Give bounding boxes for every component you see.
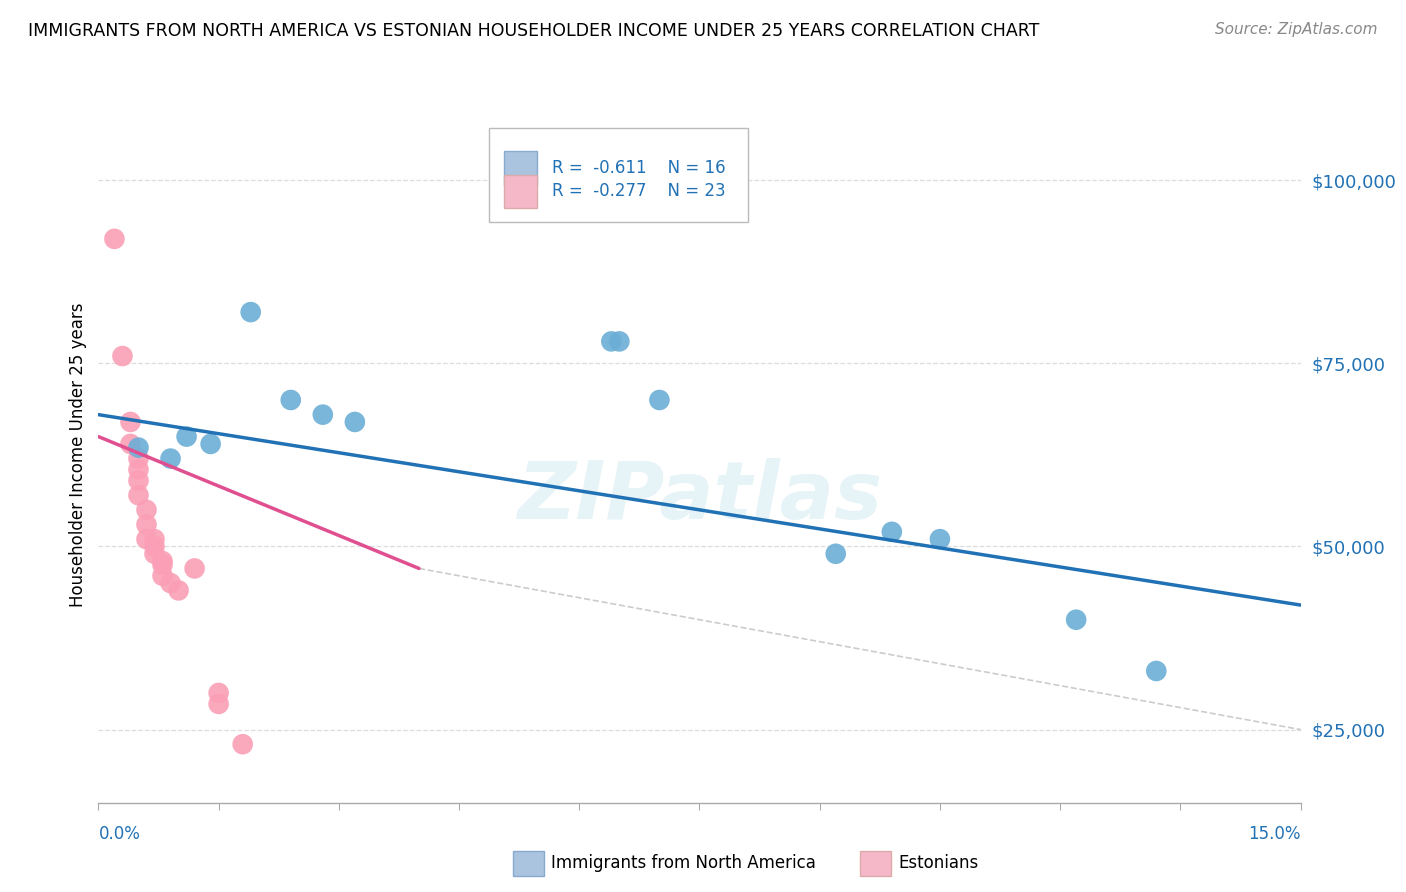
FancyBboxPatch shape	[503, 175, 537, 208]
Text: ZIPatlas: ZIPatlas	[517, 458, 882, 536]
Point	[609, 334, 631, 349]
Point	[176, 429, 198, 443]
Point	[208, 686, 231, 700]
Point	[128, 474, 150, 488]
Point	[152, 554, 174, 568]
Text: 15.0%: 15.0%	[1249, 825, 1301, 843]
Point	[111, 349, 134, 363]
Point	[152, 568, 174, 582]
Point	[1064, 613, 1087, 627]
Point	[232, 737, 254, 751]
Text: 0.0%: 0.0%	[98, 825, 141, 843]
Text: Source: ZipAtlas.com: Source: ZipAtlas.com	[1215, 22, 1378, 37]
Point	[120, 415, 142, 429]
Point	[143, 540, 166, 554]
Point	[135, 503, 157, 517]
Text: Immigrants from North America: Immigrants from North America	[551, 855, 815, 872]
Point	[183, 561, 205, 575]
Point	[128, 441, 150, 455]
Point	[312, 408, 335, 422]
Point	[824, 547, 846, 561]
Point	[128, 488, 150, 502]
Point	[208, 697, 231, 711]
Point	[167, 583, 190, 598]
Point	[880, 524, 903, 539]
FancyBboxPatch shape	[489, 128, 748, 222]
Point	[120, 437, 142, 451]
Point	[143, 547, 166, 561]
Point	[239, 305, 262, 319]
Point	[103, 232, 125, 246]
Point	[159, 576, 181, 591]
Point	[152, 558, 174, 572]
Point	[1144, 664, 1167, 678]
Point	[159, 451, 181, 466]
FancyBboxPatch shape	[503, 151, 537, 185]
Point	[128, 462, 150, 476]
Point	[343, 415, 366, 429]
Point	[143, 532, 166, 546]
Point	[135, 532, 157, 546]
Y-axis label: Householder Income Under 25 years: Householder Income Under 25 years	[69, 302, 87, 607]
Point	[128, 451, 150, 466]
Text: R =  -0.277    N = 23: R = -0.277 N = 23	[551, 182, 725, 201]
Text: Estonians: Estonians	[898, 855, 979, 872]
Point	[200, 437, 222, 451]
Point	[135, 517, 157, 532]
Point	[280, 392, 302, 407]
Point	[929, 532, 952, 546]
Point	[600, 334, 623, 349]
Text: IMMIGRANTS FROM NORTH AMERICA VS ESTONIAN HOUSEHOLDER INCOME UNDER 25 YEARS CORR: IMMIGRANTS FROM NORTH AMERICA VS ESTONIA…	[28, 22, 1039, 40]
Text: R =  -0.611    N = 16: R = -0.611 N = 16	[551, 159, 725, 177]
Point	[648, 392, 671, 407]
